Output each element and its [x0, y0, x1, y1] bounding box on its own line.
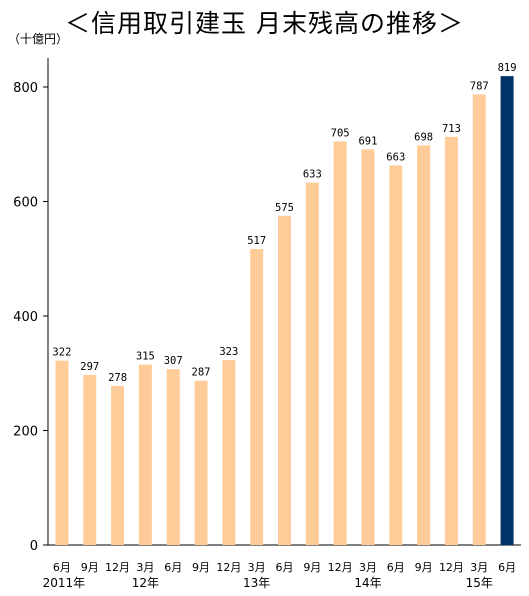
x-tick-label: 12月: [439, 561, 464, 574]
bar: [444, 136, 458, 545]
data-label: 307: [164, 355, 183, 367]
data-label: 315: [136, 351, 155, 363]
data-label: 297: [80, 361, 99, 373]
x-tick-label: 3月: [470, 561, 488, 574]
bar: [361, 149, 375, 545]
bar: [111, 385, 125, 545]
x-tick-label: 9月: [81, 561, 99, 574]
data-label: 663: [386, 151, 405, 163]
year-label: 2011年: [43, 576, 86, 590]
data-label: 575: [275, 202, 294, 214]
y-tick-label: 800: [13, 81, 38, 96]
bar: [333, 141, 347, 545]
bar: [417, 145, 431, 545]
data-label: 713: [442, 123, 461, 135]
x-tick-label: 6月: [387, 561, 405, 574]
bar: [222, 360, 236, 545]
x-tick-label: 9月: [192, 561, 210, 574]
data-label: 287: [192, 367, 211, 379]
data-label: 323: [219, 346, 238, 358]
bar: [250, 249, 264, 545]
data-label: 705: [331, 127, 350, 139]
bar: [389, 165, 403, 545]
bar: [472, 94, 486, 545]
x-tick-label: 3月: [136, 561, 154, 574]
data-label: 698: [414, 131, 433, 143]
y-tick-label: 200: [13, 425, 38, 440]
bar: [166, 369, 180, 545]
year-label: 12年: [132, 576, 159, 590]
data-label: 787: [470, 80, 489, 92]
bar: [138, 364, 152, 545]
x-tick-label: 3月: [359, 561, 377, 574]
y-tick-label: 600: [13, 196, 38, 211]
data-label: 517: [247, 235, 266, 247]
data-label: 633: [303, 169, 322, 181]
x-tick-label: 3月: [248, 561, 266, 574]
bar: [55, 360, 69, 545]
chart-title: ＜信用取引建玉 月末残高の推移＞: [65, 9, 464, 38]
x-tick-label: 9月: [303, 561, 321, 574]
y-axis-unit-label: （十億円）: [8, 32, 69, 46]
year-label: 13年: [243, 576, 270, 590]
data-label: 691: [358, 135, 377, 147]
x-tick-label: 12月: [328, 561, 353, 574]
x-tick-label: 6月: [53, 561, 71, 574]
x-tick-label: 12月: [216, 561, 241, 574]
bar: [305, 182, 319, 546]
data-label: 819: [498, 62, 517, 74]
x-tick-label: 6月: [276, 561, 294, 574]
year-label: 14年: [354, 576, 381, 590]
x-tick-label: 12月: [105, 561, 130, 574]
x-tick-label: 6月: [498, 561, 516, 574]
x-tick-label: 6月: [164, 561, 182, 574]
bar: [83, 374, 97, 545]
y-tick-label: 0: [30, 539, 38, 554]
x-tick-label: 9月: [415, 561, 433, 574]
bar: [500, 76, 514, 545]
data-label: 322: [52, 347, 71, 359]
bar: [194, 380, 208, 545]
bar: [278, 215, 291, 545]
y-tick-label: 400: [13, 310, 38, 325]
data-label: 278: [108, 372, 127, 384]
year-label: 15年: [466, 576, 493, 590]
